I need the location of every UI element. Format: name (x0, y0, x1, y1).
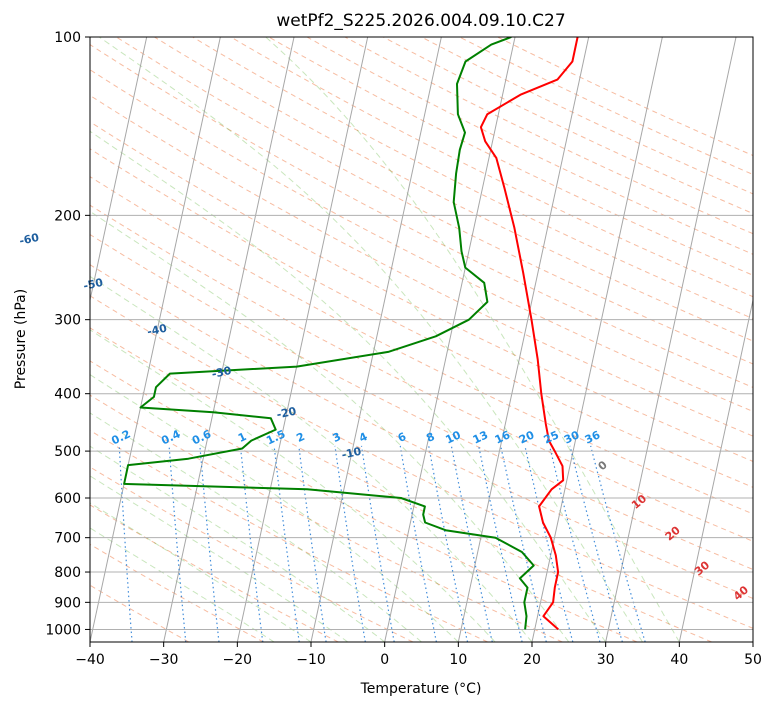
isotherm-line (0, 37, 73, 642)
moist-adiabat-line (90, 475, 349, 642)
dry-adiabat-line (497, 37, 753, 157)
x-tick-label: 0 (380, 652, 389, 668)
mixing-ratio-line (500, 445, 547, 642)
y-axis: 100 200 300 400 500 600 700 800 900 1000 (45, 30, 90, 638)
mixing-ratio-label: 20 (517, 428, 537, 446)
mixing-ratio-line (360, 445, 395, 642)
mixing-ratio-label: 36 (583, 428, 603, 446)
temperature-line (479, 37, 579, 631)
mixing-ratio-line (450, 445, 493, 642)
isotherm-line (90, 37, 148, 303)
chart-title: wetPf2_S225.2026.004.09.10.C27 (276, 11, 565, 31)
dry-adiabat-line (382, 37, 753, 215)
dry-adiabat-line (90, 121, 753, 462)
y-tick-label: 300 (54, 313, 81, 329)
dry-adiabat-line (421, 37, 753, 195)
x-tick-label: 30 (597, 652, 615, 668)
isotherm-label: -20 (275, 404, 298, 421)
plot-frame (89, 36, 754, 643)
isotherm-line (457, 37, 590, 642)
dry-adiabat-line (268, 37, 753, 276)
isotherm-label: -50 (82, 276, 105, 293)
isotherm-line (310, 37, 442, 642)
isotherm-label: -10 (340, 445, 363, 462)
y-tick-label: 700 (54, 531, 81, 547)
mixing-ratio-line (428, 445, 469, 642)
x-tick-label: 10 (449, 652, 467, 668)
dry-adiabat-line (90, 233, 753, 571)
moist-adiabat-line (98, 37, 643, 642)
x-axis: −40 −30 −20 −10 0 10 20 30 40 50 (75, 642, 762, 668)
isotherm-label: -60 (18, 231, 41, 248)
dry-adiabat-line (90, 44, 753, 388)
moist-adiabat-line (90, 210, 570, 642)
x-tick-label: 20 (523, 652, 541, 668)
dry-adiabat-line (90, 466, 414, 642)
isotherm-line (605, 37, 737, 642)
y-tick-label: 200 (54, 208, 81, 224)
dry-adiabat-line (192, 37, 753, 320)
x-tick-label: 40 (670, 652, 688, 668)
mixing-ratio-label: 25 (542, 428, 561, 446)
y-tick-label: 500 (54, 444, 81, 460)
isotherm-line (163, 37, 295, 642)
y-tick-label: 1000 (45, 622, 81, 638)
x-tick-label: 50 (744, 652, 762, 668)
dry-adiabat-line (90, 94, 753, 437)
y-tick-label: 400 (54, 387, 81, 403)
isopleth-labels: -100-90-80-70-60-50-40-30-20-100.20.40.6… (18, 231, 751, 603)
moist-adiabat-line (90, 275, 533, 642)
mixing-ratio-line (478, 445, 523, 642)
isotherm-line (90, 37, 221, 642)
dewpoint-line (123, 37, 535, 630)
dry-adiabat-line (154, 37, 753, 342)
x-tick-label: −10 (296, 652, 326, 668)
isotherm-label: -40 (146, 322, 169, 339)
background-lines (0, 37, 753, 642)
x-axis-label: Temperature (°C) (360, 681, 482, 697)
mixing-ratio-line (524, 445, 574, 642)
moist-adiabat-line (90, 329, 496, 642)
moist-adiabat-line (90, 412, 422, 642)
moist-adiabat-line (90, 130, 607, 642)
dry-adiabat-line (90, 429, 488, 642)
mixing-ratio-line (399, 445, 437, 642)
isotherm-line (678, 297, 753, 642)
isotherm-label: -30 (210, 364, 233, 381)
mixing-ratio-label: 13 (471, 428, 490, 446)
y-tick-label: 800 (54, 565, 81, 581)
x-tick-label: −30 (149, 652, 179, 668)
isotherm-line (531, 37, 663, 642)
mixing-ratio-line (334, 445, 366, 642)
sounding-traces (123, 37, 579, 631)
mixing-ratio-label: 10 (444, 428, 464, 446)
x-tick-label: −20 (223, 652, 253, 668)
moist-adiabat-line (90, 374, 459, 642)
y-tick-label: 600 (54, 491, 81, 507)
dry-adiabat-line (90, 264, 753, 599)
moist-adiabat-line (90, 527, 275, 642)
isotherm-line (384, 37, 516, 642)
y-tick-label: 900 (54, 595, 81, 611)
dry-adiabat-line (306, 37, 753, 255)
x-tick-label: −40 (75, 652, 105, 668)
isotherm-line (236, 37, 369, 642)
dry-adiabat-line (90, 69, 753, 413)
y-axis-label: Pressure (hPa) (13, 289, 29, 389)
mixing-ratio-label: 16 (493, 428, 513, 446)
plot-area: -100-90-80-70-60-50-40-30-20-100.20.40.6… (0, 36, 754, 643)
dry-adiabat-line (90, 327, 712, 642)
y-tick-label: 100 (54, 30, 81, 46)
isotherm-line (752, 639, 753, 642)
mixing-ratio-label: 30 (562, 428, 582, 446)
